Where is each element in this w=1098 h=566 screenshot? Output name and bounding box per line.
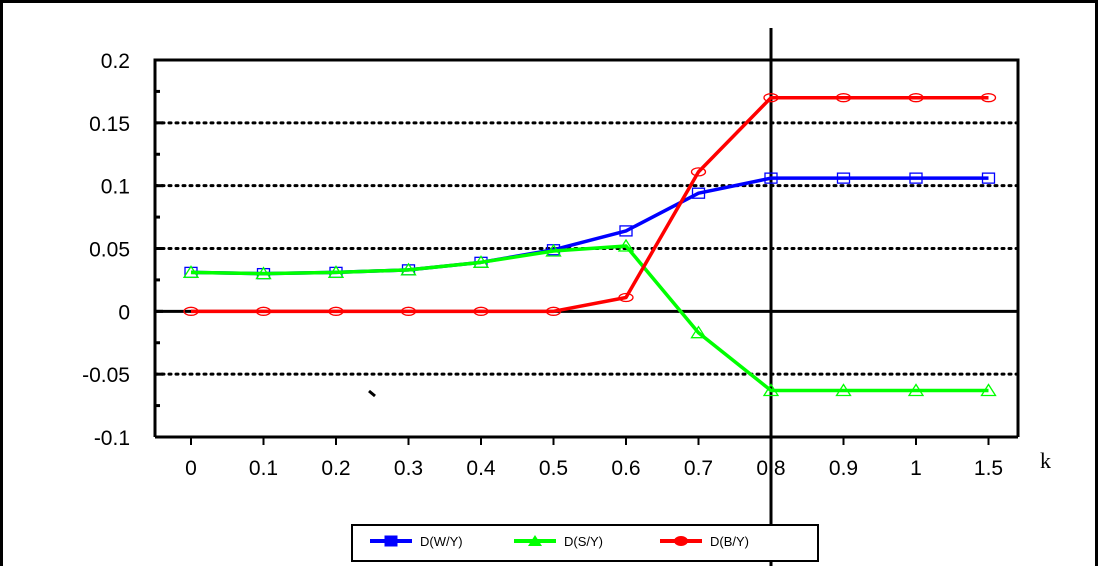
triangle-marker [835, 383, 852, 397]
y-tick-label: 0.2 [101, 50, 130, 73]
square-marker [691, 187, 706, 199]
legend: D(W/Y) D(S/Y) D(B/Y) [351, 524, 819, 562]
square-marker [619, 225, 633, 237]
legend-swatch-marker [528, 535, 542, 546]
y-tick-label: 0.15 [89, 113, 130, 136]
x-tick-label: 0.9 [829, 457, 858, 480]
circle-marker [908, 93, 924, 103]
x-tick-label: 1.5 [974, 457, 1003, 480]
legend-label: D(S/Y) [564, 534, 603, 549]
x-tick-label: 0.8 [756, 457, 785, 480]
axis-layer [153, 28, 1020, 566]
circle-marker [690, 167, 707, 177]
triangle-marker [400, 262, 417, 276]
triangle-marker [327, 265, 345, 279]
circle-marker [400, 306, 417, 316]
triangle-marker [255, 266, 272, 280]
triangle-marker [690, 325, 707, 339]
legend-swatch-marker [674, 536, 688, 546]
legend-box [351, 524, 819, 562]
square-marker [981, 172, 996, 184]
circle-marker [618, 292, 634, 303]
legend-label: D(W/Y) [420, 534, 463, 549]
triangle-marker [762, 383, 780, 397]
circle-marker [835, 93, 852, 103]
legend-label: D(B/Y) [710, 534, 749, 549]
y-tick-label: -0.1 [94, 427, 130, 450]
circle-marker [328, 306, 344, 316]
triangle-marker [472, 255, 490, 268]
triangle-marker [907, 383, 925, 397]
triangle-marker [617, 238, 635, 252]
series-layer [182, 93, 997, 397]
label-layer: 0.2 0.15 0.1 0.05 0 -0.05 -0.1 0 0.1 0.2 0.3 0.4 0.5… [82, 50, 1003, 480]
x-tick-label: 0.4 [466, 457, 496, 480]
x-tick-label: 1 [910, 457, 922, 480]
series-line [190, 176, 989, 276]
triangle-marker [980, 383, 997, 397]
x-tick-label: 0.3 [394, 457, 423, 480]
circle-marker [473, 306, 489, 316]
circle-marker [255, 306, 272, 316]
x-tick-label: 0 [185, 457, 197, 480]
series-line [190, 244, 989, 393]
triangle-marker [545, 243, 562, 257]
x-tick-label: 0.6 [611, 457, 640, 480]
circle-marker [545, 306, 562, 316]
square-marker [764, 172, 778, 184]
y-tick-label: 0.05 [89, 239, 130, 262]
triangle-marker [182, 265, 200, 279]
circle-marker [763, 93, 779, 103]
y-tick-label: 0 [118, 301, 130, 324]
x-tick-label: 0.7 [684, 457, 713, 480]
x-tick-label: 0.2 [321, 457, 350, 480]
y-tick-label: 0.1 [101, 176, 130, 199]
legend-swatch-marker [384, 535, 398, 547]
square-marker [909, 172, 923, 184]
circle-marker [980, 93, 997, 103]
series-line [191, 95, 989, 314]
circle-marker [183, 306, 199, 316]
x-tick-label: 0.5 [539, 457, 568, 480]
y-tick-label: -0.05 [82, 364, 130, 387]
stray-mark [368, 389, 376, 398]
x-tick-label: 0.1 [249, 457, 278, 480]
square-marker [836, 172, 851, 184]
x-axis-title: k [1040, 448, 1051, 473]
